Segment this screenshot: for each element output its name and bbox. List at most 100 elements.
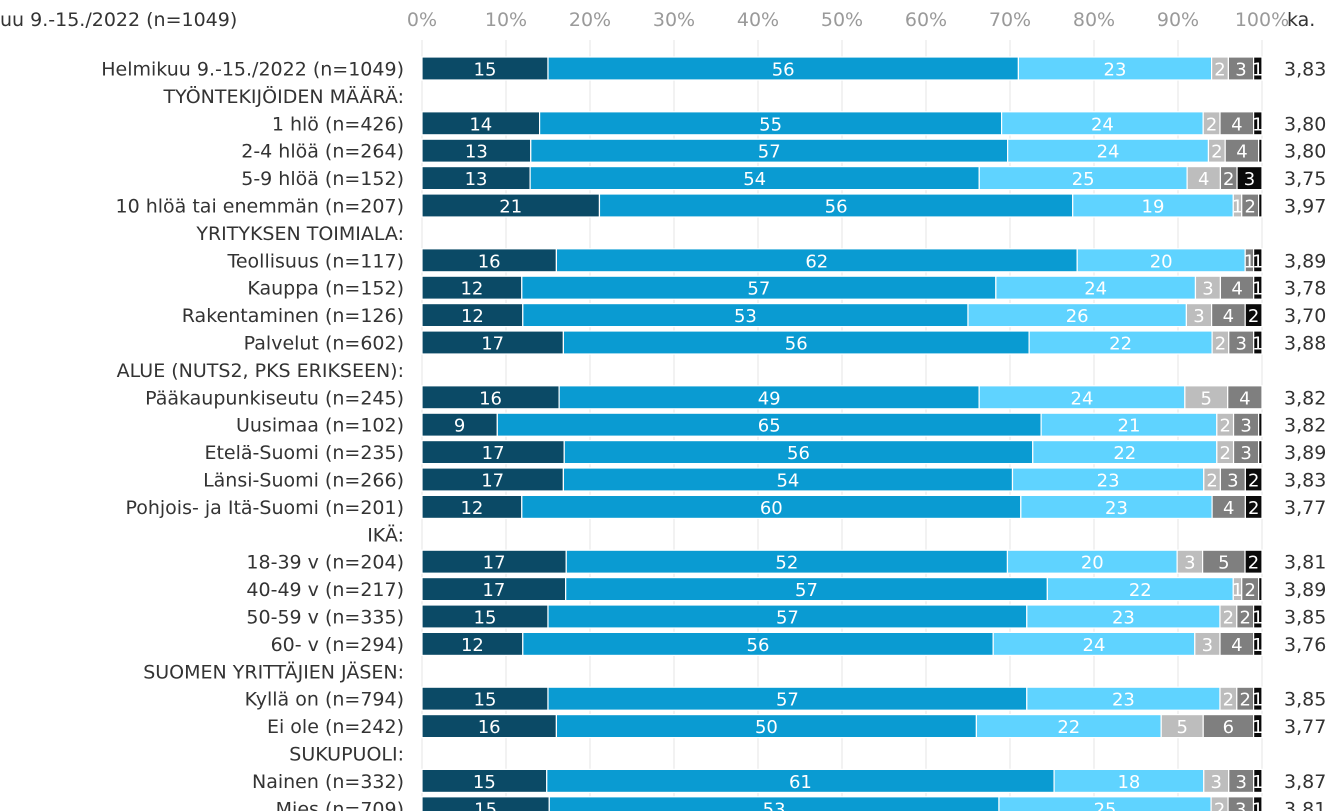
data-label: 12	[461, 306, 484, 327]
category-label: Länsi-Suomi (n=266)	[203, 470, 404, 492]
x-tick-label: 90%	[1157, 9, 1199, 31]
data-label: 4	[1231, 635, 1242, 656]
bar-segment	[1253, 275, 1263, 300]
data-label: 60	[760, 498, 783, 519]
x-tick-label: 30%	[653, 9, 695, 31]
category-label: 60- v (n=294)	[271, 634, 404, 656]
data-label: 56	[785, 334, 808, 355]
data-label: 23	[1112, 608, 1135, 629]
data-label: 1	[1252, 717, 1263, 738]
bar-segment	[1252, 631, 1263, 657]
data-label: 12	[461, 635, 484, 656]
category-label: 5-9 hlöä (n=152)	[241, 168, 404, 190]
data-label: 57	[776, 690, 799, 711]
average-value: 3,77	[1284, 716, 1326, 738]
data-label: 17	[482, 443, 505, 464]
category-label: Mies (n=709)	[276, 798, 404, 811]
data-label: 2	[1244, 197, 1255, 218]
bar-row: Kauppa (n=152) 12 57 24 3 4 1 3,78	[247, 275, 1326, 300]
average-value: 3,77	[1284, 497, 1326, 519]
data-label: 2	[1223, 690, 1234, 711]
bar-segment	[1244, 494, 1263, 519]
x-axis-ticks: 0% 10% 20% 30% 40% 50% 60% 70% 80% 90% 100%	[407, 9, 1289, 31]
data-label: 3	[1227, 471, 1238, 492]
data-label: 62	[805, 251, 828, 272]
header-label: uu 9.-15./2022 (n=1049)	[0, 9, 237, 31]
data-label: 15	[474, 799, 497, 811]
data-label: 57	[747, 279, 770, 300]
data-label: 3	[1244, 169, 1255, 190]
data-label: 54	[776, 471, 799, 492]
data-label: 1	[1252, 635, 1263, 656]
bar-segment	[1253, 330, 1263, 355]
data-label: 3	[1202, 279, 1213, 300]
data-label: 52	[775, 553, 798, 574]
data-label: 56	[787, 443, 810, 464]
bar-segment	[1252, 686, 1263, 711]
group-header: ALUE (NUTS2, PKS ERIKSEEN):	[117, 360, 404, 382]
data-label: 53	[734, 306, 757, 327]
average-value: 3,89	[1284, 579, 1326, 601]
data-label: 1	[1252, 114, 1263, 135]
data-label: 16	[478, 717, 501, 738]
data-label: 2	[1219, 443, 1230, 464]
data-label: 2	[1214, 799, 1225, 811]
data-label: 22	[1113, 443, 1136, 464]
bar-row: 50-59 v (n=335) 15 57 23 2 2 1 3,85	[246, 604, 1326, 629]
average-value: 3,85	[1284, 607, 1326, 629]
category-label: Kauppa (n=152)	[247, 278, 404, 300]
data-label: 5	[1218, 553, 1229, 574]
bar-segment	[1244, 467, 1263, 492]
data-label: 1	[1252, 279, 1263, 300]
data-label: 61	[789, 772, 812, 793]
data-label: 1	[1252, 251, 1263, 272]
data-label: 6	[1223, 717, 1234, 738]
average-value: 3,89	[1284, 442, 1326, 464]
data-label: 3	[1202, 635, 1213, 656]
data-label: 3	[1235, 60, 1246, 81]
data-label: 24	[1071, 388, 1094, 409]
data-label: 25	[1072, 169, 1095, 190]
x-tick-label: 40%	[737, 9, 779, 31]
data-label: 4	[1223, 306, 1234, 327]
data-label: 65	[758, 416, 781, 437]
data-label: 2	[1239, 608, 1250, 629]
bar-segment	[1258, 193, 1263, 218]
data-label: 56	[772, 60, 795, 81]
bar-rows: Helmikuu 9.-15./2022 (n=1049) 15 56 23 2 3 1 3,…	[101, 56, 1326, 811]
category-label: Etelä-Suomi (n=235)	[204, 442, 404, 464]
data-label: 57	[776, 608, 799, 629]
data-label: 14	[469, 114, 492, 135]
data-label: 57	[758, 142, 781, 163]
data-label: 1	[1252, 772, 1263, 793]
group-header: SUKUPUOLI:	[289, 744, 404, 766]
data-label: 23	[1105, 498, 1128, 519]
data-label: 3	[1235, 772, 1246, 793]
category-label: Ei ole (n=242)	[267, 716, 404, 738]
x-tick-label: 80%	[1073, 9, 1115, 31]
average-value: 3,81	[1284, 552, 1326, 574]
data-label: 1	[1252, 690, 1263, 711]
category-label: 40-49 v (n=217)	[246, 579, 404, 601]
data-label: 2	[1219, 416, 1230, 437]
data-label: 2	[1248, 306, 1259, 327]
data-label: 1	[1252, 334, 1263, 355]
data-label: 1	[1252, 799, 1263, 811]
data-label: 5	[1201, 388, 1212, 409]
data-label: 23	[1104, 60, 1127, 81]
average-value: 3,83	[1284, 470, 1326, 492]
bar-row: Uusimaa (n=102) 9 65 21 2 3 3,82	[236, 412, 1326, 437]
x-tick-label: 50%	[821, 9, 863, 31]
data-label: 4	[1223, 498, 1234, 519]
bar-segment	[1244, 303, 1263, 328]
average-value: 3,80	[1284, 113, 1326, 135]
data-label: 15	[474, 60, 497, 81]
category-label: Uusimaa (n=102)	[236, 415, 404, 437]
data-label: 3	[1211, 772, 1222, 793]
data-label: 1	[1232, 580, 1243, 601]
data-label: 2	[1244, 580, 1255, 601]
data-label: 4	[1231, 279, 1242, 300]
data-label: 3	[1240, 416, 1251, 437]
average-value: 3,82	[1284, 415, 1326, 437]
